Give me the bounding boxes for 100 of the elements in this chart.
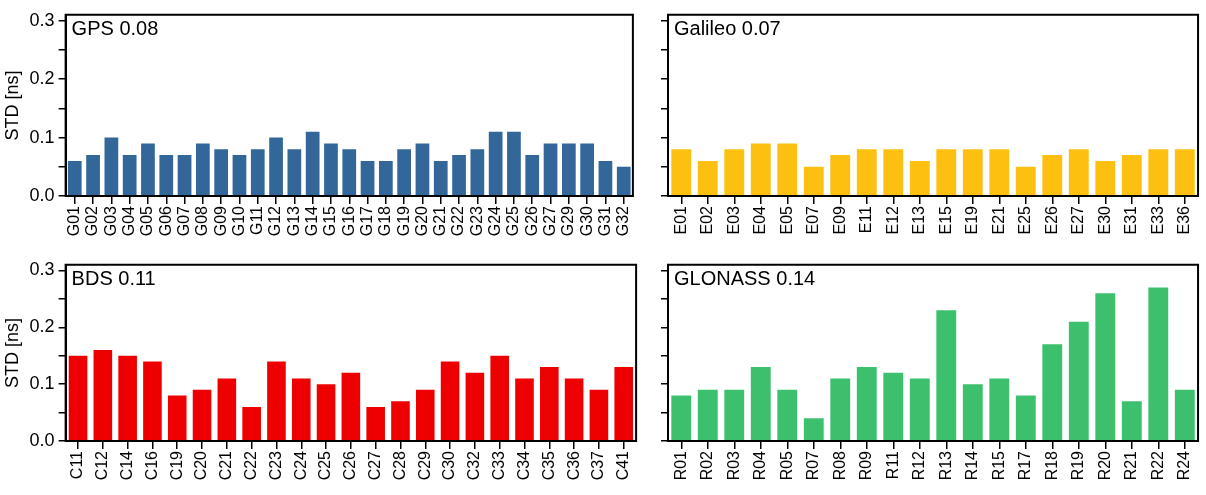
chart-title: Galileo 0.07	[674, 17, 781, 40]
bar	[1068, 321, 1089, 441]
bar	[324, 143, 338, 196]
bar	[232, 155, 247, 196]
y-tick-label: 0.3	[29, 259, 55, 280]
x-tick-label: C33	[490, 450, 508, 481]
x-tick-label: G09	[211, 205, 229, 237]
x-tick-label: C23	[266, 450, 284, 481]
bar	[883, 372, 904, 441]
bar	[543, 143, 558, 196]
bar	[909, 160, 930, 196]
x-tick-label: C16	[142, 450, 160, 481]
x-tick-label: R08	[830, 450, 848, 481]
bar	[936, 149, 957, 196]
x-tick-label: C37	[589, 450, 607, 481]
bar	[616, 166, 631, 196]
bar	[488, 131, 503, 196]
x-tick-label: E03	[724, 205, 742, 235]
bar	[525, 155, 540, 196]
x-tick-label: E13	[910, 205, 928, 235]
bar	[671, 395, 692, 441]
bar	[989, 378, 1010, 441]
bar	[1042, 155, 1063, 196]
x-tick-label: G07	[174, 205, 192, 237]
x-tick-label: G26	[522, 205, 540, 237]
x-tick-label: E30	[1095, 205, 1113, 235]
bar	[724, 389, 745, 441]
x-tick-label: E19	[963, 205, 981, 235]
x-tick-label: C22	[242, 450, 260, 481]
bar	[777, 143, 798, 196]
x-tick-label: R17	[1016, 450, 1034, 481]
y-tick-label: 0.0	[29, 429, 55, 450]
bar	[391, 401, 410, 441]
bar	[1148, 287, 1169, 441]
bar	[465, 372, 485, 441]
bar	[342, 149, 357, 196]
x-tick-label: R18	[1042, 450, 1060, 481]
bar	[589, 389, 609, 441]
x-tick-label: R13	[936, 450, 954, 481]
bar	[415, 143, 430, 196]
bar	[564, 378, 584, 441]
x-tick-label: R02	[698, 450, 716, 481]
bar	[750, 143, 771, 196]
bar	[856, 367, 877, 441]
bar	[86, 155, 100, 196]
x-tick-label: E33	[1148, 205, 1166, 235]
bar	[143, 361, 162, 441]
x-tick-label: R19	[1069, 450, 1087, 481]
x-tick-label: G23	[467, 205, 485, 237]
x-tick-label: G10	[229, 205, 247, 237]
x-tick-label: C27	[366, 450, 384, 481]
x-tick-label: C19	[167, 450, 185, 481]
bar	[1148, 149, 1169, 196]
bar	[697, 389, 718, 441]
bar	[214, 149, 229, 196]
chart-title: GLONASS 0.14	[674, 267, 816, 290]
x-tick-label: G21	[431, 205, 449, 237]
x-tick-label: E07	[804, 205, 822, 235]
bar	[507, 131, 521, 196]
x-tick-label: R11	[883, 450, 901, 480]
x-tick-label: G05	[138, 205, 156, 237]
x-tick-label: G29	[559, 205, 577, 237]
x-tick-label: C12	[93, 450, 111, 481]
bar	[989, 149, 1010, 196]
x-tick-label: G20	[412, 205, 430, 237]
bar	[1174, 149, 1195, 196]
bar	[803, 418, 824, 441]
x-tick-label: E04	[751, 205, 769, 235]
bar	[378, 160, 393, 196]
bar	[242, 406, 261, 441]
x-tick-label: G13	[284, 205, 302, 237]
bar	[515, 378, 534, 441]
x-tick-label: G19	[394, 205, 412, 237]
bar	[104, 137, 119, 196]
x-tick-label: E25	[1016, 205, 1034, 235]
y-tick-label: 0.1	[29, 126, 55, 147]
x-tick-label: G24	[486, 205, 504, 237]
x-tick-label: C28	[390, 450, 408, 481]
x-tick-label: E05	[777, 205, 795, 235]
x-tick-label: C30	[440, 450, 458, 481]
bar	[397, 149, 412, 196]
bar	[470, 149, 485, 196]
x-tick-label: G27	[540, 205, 558, 237]
x-tick-label: E11	[857, 205, 875, 234]
x-tick-label: G17	[357, 205, 375, 237]
y-tick-label: 0.3	[29, 9, 55, 30]
x-tick-label: R04	[751, 450, 769, 481]
bar	[490, 355, 509, 441]
y-axis-title: STD [ns]	[1, 317, 22, 388]
bar	[1121, 155, 1142, 196]
x-tick-label: G14	[303, 205, 321, 237]
x-tick-label: G06	[156, 205, 174, 237]
bar	[93, 350, 113, 441]
x-tick-label: G15	[321, 205, 339, 237]
x-tick-label: C32	[465, 450, 483, 481]
bar	[614, 367, 634, 441]
bar	[830, 378, 851, 441]
x-tick-label: E26	[1042, 205, 1060, 235]
bar	[909, 378, 930, 441]
x-tick-label: C26	[341, 450, 359, 481]
